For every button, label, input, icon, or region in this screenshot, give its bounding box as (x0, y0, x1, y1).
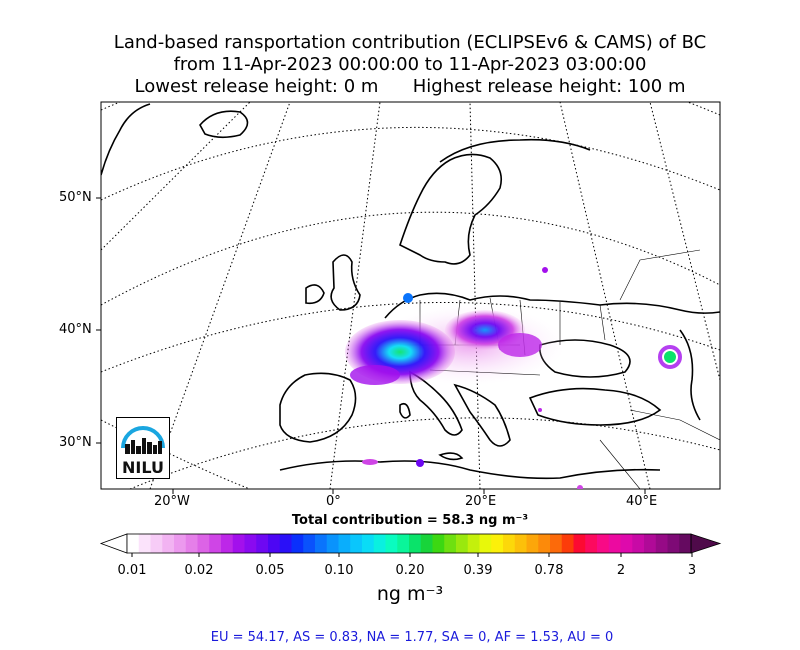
lon-label-20e: 20°E (465, 494, 497, 509)
colorbar-swatch (373, 534, 386, 553)
lon-label-20w: 20°W (154, 494, 190, 509)
colorbar-swatch (420, 534, 433, 553)
colorbar-swatch (514, 534, 527, 553)
colorbar-swatch (409, 534, 422, 553)
colorbar-swatch (268, 534, 281, 553)
colorbar-swatch (244, 534, 257, 553)
nilu-logo-graphic (121, 426, 165, 454)
colorbar-swatch (303, 534, 316, 553)
regional-contributions: EU = 54.17, AS = 0.83, NA = 1.77, SA = 0… (210, 630, 614, 645)
colorbar-swatch (479, 534, 492, 553)
lon-label-40e: 40°E (626, 494, 658, 509)
colorbar-swatch (467, 534, 480, 553)
title-line-1: Land-based ransportation contribution (E… (113, 32, 707, 53)
colorbar-swatch (620, 534, 633, 553)
colorbar-swatch (338, 534, 351, 553)
colorbar-tick: 0.20 (395, 563, 425, 578)
colorbar-swatch (256, 534, 269, 553)
colorbar-swatch (232, 534, 245, 553)
colorbar-swatch (138, 534, 151, 553)
colorbar-swatch (315, 534, 328, 553)
colorbar-swatch (279, 534, 292, 553)
colorbar-swatch (174, 534, 187, 553)
colorbar-tick: 0.01 (117, 563, 147, 578)
nilu-logo: NILU (116, 417, 170, 479)
colorbar-tick: 0.05 (255, 563, 285, 578)
colorbar-under-arrow (99, 533, 128, 554)
colorbar-swatch (526, 534, 539, 553)
lat-label-30n: 30°N (59, 435, 92, 450)
title-line-2: from 11-Apr-2023 00:00:00 to 11-Apr-2023… (173, 54, 647, 75)
axis-ticks (96, 197, 646, 494)
colorbar-tick: 0.02 (184, 563, 214, 578)
lat-label-50n: 50°N (59, 190, 92, 205)
colorbar-swatch (444, 534, 457, 553)
colorbar-swatch (397, 534, 410, 553)
colorbar-tick: 0.39 (463, 563, 493, 578)
total-contribution: Total contribution = 58.3 ng m⁻³ (291, 513, 529, 528)
colorbar-swatch (597, 534, 610, 553)
colorbar-swatch (655, 534, 668, 553)
colorbar-swatch (503, 534, 516, 553)
colorbar-swatch (585, 534, 598, 553)
colorbar-over-arrow (690, 533, 722, 554)
colorbar-swatch (608, 534, 621, 553)
colorbar-swatch (550, 534, 563, 553)
colorbar-swatch (185, 534, 198, 553)
colorbar-swatch (162, 534, 175, 553)
title-line-3: Lowest release height: 0 m Highest relea… (134, 76, 686, 97)
colorbar-tick: 2 (616, 563, 626, 578)
colorbar (99, 533, 722, 557)
colorbar-swatch (350, 534, 363, 553)
colorbar-swatch (644, 534, 657, 553)
lon-label-0: 0° (326, 494, 341, 509)
colorbar-swatch (362, 534, 375, 553)
colorbar-swatch (150, 534, 163, 553)
colorbar-swatch (491, 534, 504, 553)
colorbar-tick: 3 (687, 563, 697, 578)
colorbar-swatch (291, 534, 304, 553)
colorbar-swatch (456, 534, 469, 553)
colorbar-unit: ng m⁻³ (376, 583, 444, 605)
colorbar-swatch (127, 534, 140, 553)
colorbar-swatch (385, 534, 398, 553)
colorbar-tick: 0.10 (324, 563, 354, 578)
colorbar-swatch (667, 534, 680, 553)
colorbar-swatch (679, 534, 692, 553)
nilu-logo-text: NILU (122, 458, 164, 477)
colorbar-swatch (632, 534, 645, 553)
colorbar-swatch (573, 534, 586, 553)
lat-label-40n: 40°N (59, 322, 92, 337)
colorbar-swatch (538, 534, 551, 553)
colorbar-swatch (221, 534, 234, 553)
colorbar-swatch (326, 534, 339, 553)
colorbar-swatch (197, 534, 210, 553)
colorbar-frame (126, 533, 692, 554)
colorbar-swatch (561, 534, 574, 553)
coastlines (101, 103, 720, 480)
colorbar-swatch (209, 534, 222, 553)
bc-concentration-field (345, 267, 682, 489)
colorbar-tick: 0.78 (534, 563, 564, 578)
colorbar-swatch (432, 534, 445, 553)
